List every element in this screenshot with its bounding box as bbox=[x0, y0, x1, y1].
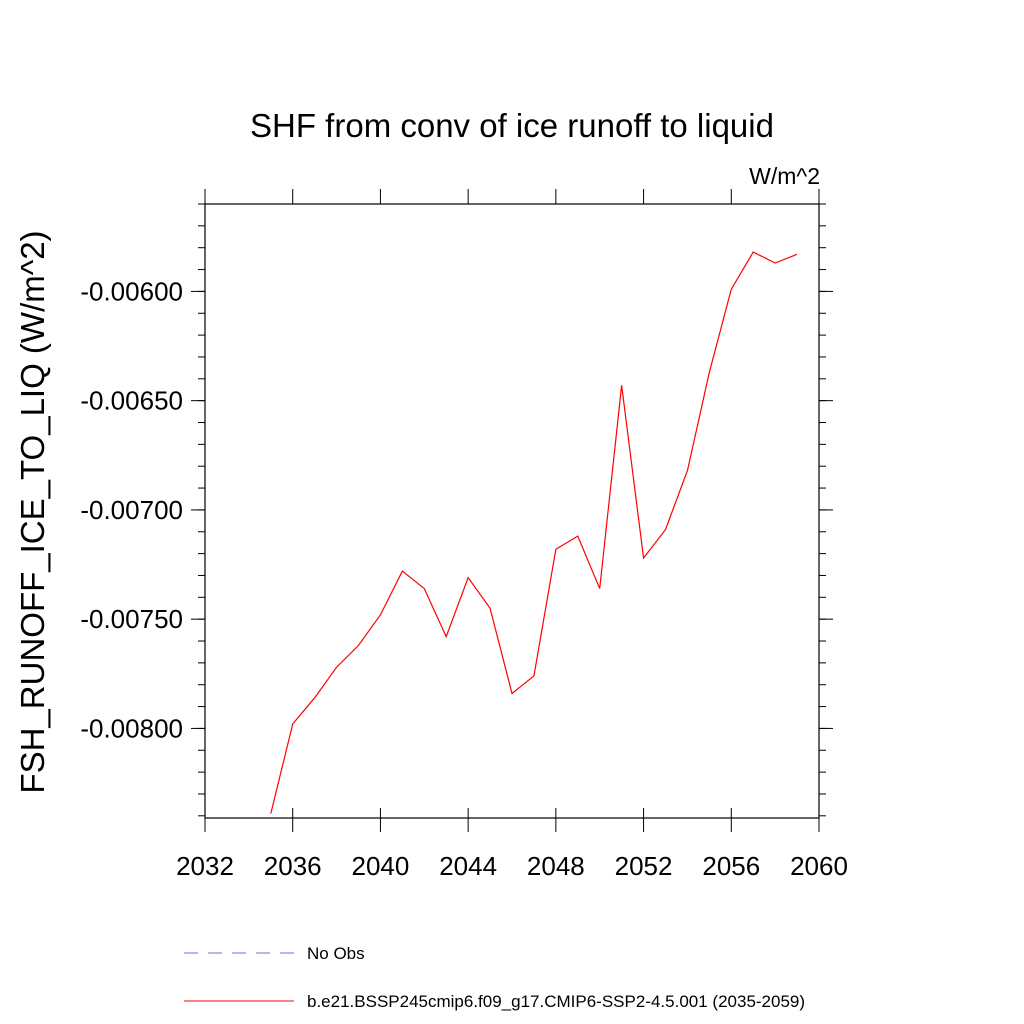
legend: No Obs b.e21.BSSP245cmip6.f09_g17.CMIP6-S… bbox=[184, 944, 805, 1011]
axis-ticks bbox=[191, 189, 833, 832]
y-tick-label: -0.00700 bbox=[80, 495, 183, 525]
x-tick-label: 2048 bbox=[527, 851, 585, 881]
x-tick-label: 2036 bbox=[264, 851, 322, 881]
legend-label-0: No Obs bbox=[307, 944, 365, 963]
x-tick-label: 2044 bbox=[439, 851, 497, 881]
legend-label-1: b.e21.BSSP245cmip6.f09_g17.CMIP6-SSP2-4.… bbox=[307, 992, 805, 1011]
y-tick-label: -0.00750 bbox=[80, 604, 183, 634]
series-layer bbox=[270, 251, 798, 814]
y-axis-label: FSH_RUNOFF_ICE_TO_LIQ (W/m^2) bbox=[14, 230, 51, 793]
x-tick-label: 2032 bbox=[176, 851, 234, 881]
y-tick-label: -0.00650 bbox=[80, 386, 183, 416]
chart-title: SHF from conv of ice runoff to liquid bbox=[250, 107, 774, 144]
x-tick-label: 2056 bbox=[702, 851, 760, 881]
units-label: W/m^2 bbox=[749, 163, 820, 189]
series-line-1 bbox=[270, 251, 798, 814]
x-tick-label: 2060 bbox=[790, 851, 848, 881]
y-tick-label: -0.00600 bbox=[80, 276, 183, 306]
x-tick-label: 2040 bbox=[352, 851, 410, 881]
y-tick-label: -0.00800 bbox=[80, 713, 183, 743]
axis-tick-labels: 2032 2036 2040 2044 2048 2052 2056 2060 -0.00800… bbox=[80, 276, 848, 881]
plot-frame bbox=[204, 203, 820, 819]
x-tick-label: 2052 bbox=[615, 851, 673, 881]
